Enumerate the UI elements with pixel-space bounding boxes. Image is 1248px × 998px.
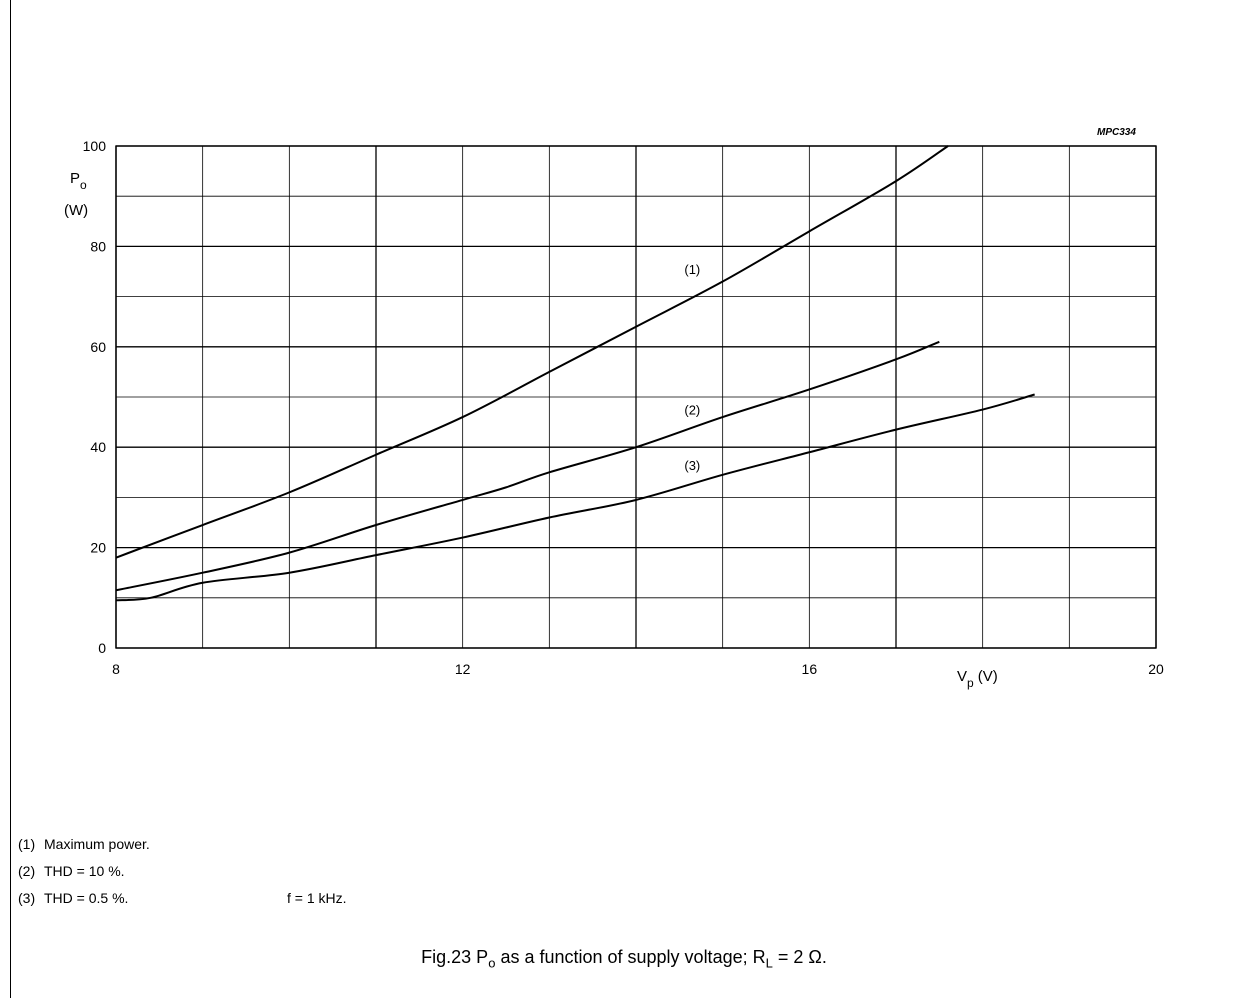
x-axis-unit: (V) [978, 668, 998, 685]
note-2-num: (2) [18, 863, 36, 879]
caption-prefix: Fig.23 P [421, 947, 489, 967]
y-axis-label: Po (W) [64, 170, 88, 219]
x-axis-label-main: V [957, 668, 967, 685]
note-2: (2) THD = 10 %. [18, 863, 125, 879]
caption-suffix: = 2 Ω. [772, 947, 827, 967]
y-tick-label: 0 [98, 640, 106, 656]
caption-middle: as a function of supply voltage; R [495, 947, 766, 967]
note-3: (3) THD = 0.5 %. [18, 890, 128, 906]
note-1-text: Maximum power. [44, 836, 150, 852]
x-tick-label: 8 [112, 661, 120, 677]
x-axis-label: Vp (V) [957, 668, 998, 690]
note-2-text: THD = 10 %. [44, 863, 125, 879]
x-tick-label: 12 [455, 661, 471, 677]
y-tick-label: 80 [90, 238, 106, 254]
svg-text:Po: Po [70, 170, 87, 192]
tick-labels: 8 12 16 20 0 20 40 60 80 100 [83, 138, 1164, 677]
curve-label-1: (1) [684, 262, 700, 277]
series-line-2 [115, 340, 940, 592]
figure-caption: Fig.23 Po as a function of supply voltag… [0, 947, 1248, 971]
svg-text:Vp(V): Vp (V) [957, 668, 998, 690]
note-3-text: THD = 0.5 %. [44, 890, 129, 906]
note-1-num: (1) [18, 836, 36, 852]
x-axis-label-sub: p [967, 676, 974, 690]
y-tick-label: 20 [90, 540, 106, 556]
y-axis-label-sub: o [80, 178, 87, 192]
caption-sub2: L [765, 955, 773, 971]
y-tick-label: 40 [90, 439, 106, 455]
page-frame [10, 0, 1248, 998]
curve-labels: (1) (2) (3) [684, 262, 700, 473]
note-1: (1) Maximum power. [18, 836, 150, 852]
series-line-3 [115, 393, 1035, 602]
note-3-num: (3) [18, 890, 36, 906]
y-axis-label-main: P [70, 170, 80, 187]
curve-label-3: (3) [684, 458, 700, 473]
y-axis-unit: (W) [64, 202, 88, 219]
series-group [115, 145, 1035, 602]
x-tick-label: 20 [1148, 661, 1164, 677]
figure-code: MPC334 [1097, 127, 1136, 138]
plot-frame [115, 145, 1157, 649]
y-tick-label: 100 [83, 138, 107, 154]
y-tick-label: 60 [90, 339, 106, 355]
test-condition: f = 1 kHz. [287, 890, 347, 906]
caption-sub1: o [488, 955, 496, 971]
x-tick-label: 16 [802, 661, 818, 677]
curve-label-2: (2) [684, 403, 700, 418]
series-line-1 [115, 145, 949, 559]
grid [115, 145, 1157, 649]
